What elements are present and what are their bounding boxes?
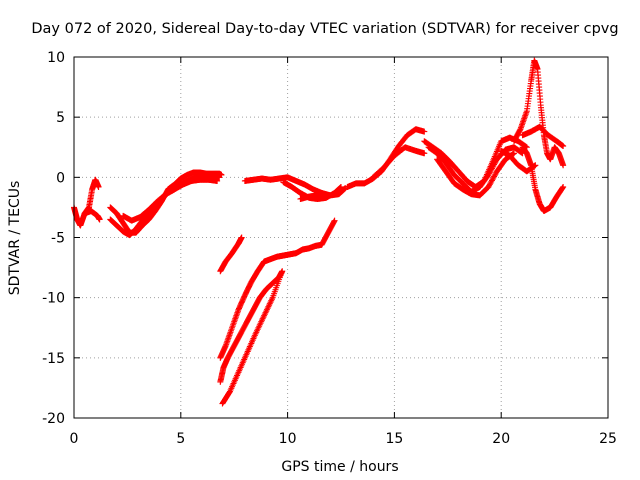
data-point: [226, 389, 233, 396]
series-trace-u: [498, 147, 539, 175]
data-point: [486, 170, 493, 177]
data-point: [96, 216, 103, 223]
x-tick-label: 15: [385, 431, 403, 447]
series-trace-i: [219, 270, 285, 407]
data-point: [488, 166, 495, 173]
data-point: [560, 183, 567, 190]
series-trace-l: [297, 192, 330, 202]
data-point: [238, 234, 245, 241]
series-trace-m: [344, 126, 428, 190]
data-point: [216, 174, 223, 181]
data-point: [491, 172, 498, 179]
data-point: [488, 165, 495, 172]
chart-title: Day 072 of 2020, Sidereal Day-to-day VTE…: [31, 21, 618, 37]
y-tick-label: -10: [42, 291, 65, 307]
data-point: [489, 164, 496, 171]
data-point: [532, 162, 539, 169]
data-point: [338, 183, 344, 190]
x-tick-label: 5: [176, 431, 185, 447]
data-point: [491, 160, 498, 167]
x-tick-label: 20: [492, 431, 510, 447]
data-point: [487, 168, 494, 175]
data-point: [492, 170, 499, 177]
series-trace-q: [434, 150, 518, 199]
data-point: [491, 173, 498, 180]
series-trace-f: [217, 234, 245, 275]
axis-ticks: 0 5 10 15 20 25 -20 -15 -10 -5 0 5 10: [42, 50, 617, 447]
data-point: [278, 270, 285, 277]
data-point: [421, 128, 428, 135]
series-trace-b: [81, 208, 103, 223]
data-point: [511, 150, 518, 157]
data-point: [95, 183, 102, 190]
y-axis-label: SDTVAR / TECUs: [7, 181, 23, 296]
grid-lines: [74, 57, 608, 418]
data-point: [486, 181, 493, 188]
y-tick-label: -5: [51, 231, 65, 247]
data-point: [490, 162, 497, 169]
data-point: [486, 169, 493, 176]
series-trace-t: [519, 123, 567, 150]
data-point: [485, 171, 492, 178]
data-point: [560, 162, 567, 169]
series-trace-g: [217, 217, 338, 361]
x-axis-label: GPS time / hours: [281, 459, 398, 475]
data-point: [488, 178, 495, 185]
y-tick-label: 0: [56, 170, 65, 186]
x-tick-label: 10: [279, 431, 297, 447]
data-point: [331, 217, 338, 224]
y-tick-label: -20: [42, 411, 65, 427]
data-point: [214, 177, 221, 184]
data-point: [421, 150, 428, 157]
y-tick-label: 10: [47, 50, 65, 66]
data-point: [489, 176, 496, 183]
series-trace-a: [71, 176, 102, 229]
data-points: [71, 57, 567, 407]
series-trace-n: [370, 144, 428, 181]
data-point: [491, 161, 498, 168]
x-tick-label: 25: [599, 431, 617, 447]
x-tick-label: 0: [70, 431, 79, 447]
y-tick-label: -15: [42, 351, 65, 367]
data-point: [323, 194, 330, 201]
data-point: [488, 177, 495, 184]
data-point: [486, 182, 493, 189]
series-trace-s: [519, 144, 567, 215]
data-point: [560, 143, 567, 150]
data-point: [492, 158, 499, 165]
y-tick-label: 5: [56, 110, 65, 126]
data-point: [485, 183, 492, 190]
data-point: [490, 174, 497, 181]
series-trace-e: [120, 176, 221, 224]
data-point: [487, 180, 494, 187]
